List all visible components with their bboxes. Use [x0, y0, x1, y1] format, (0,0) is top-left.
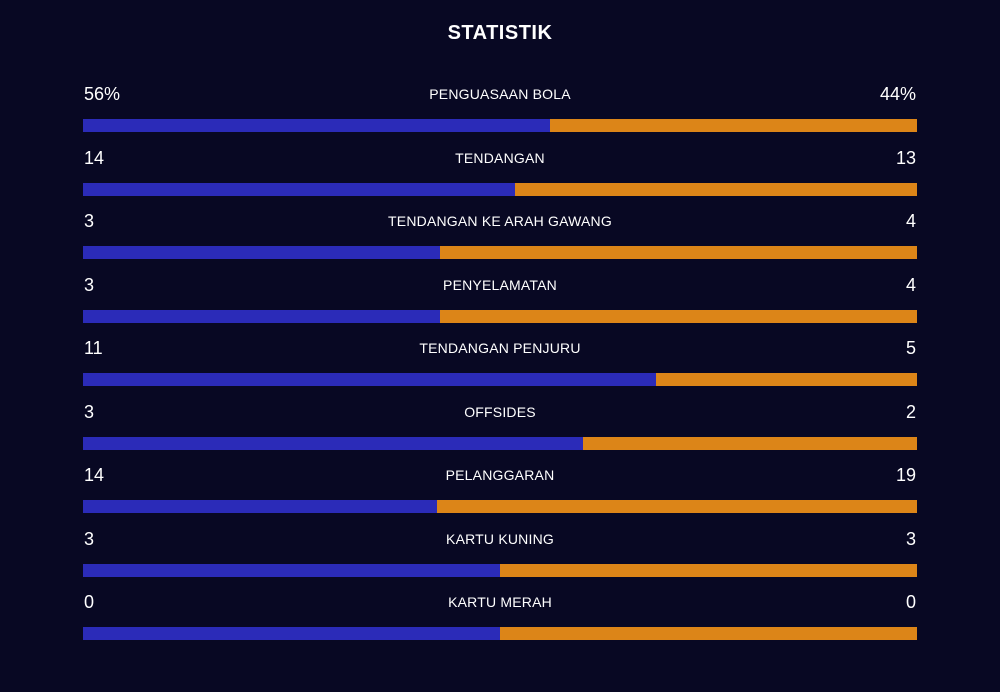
- stat-comparison-bar: [83, 182, 917, 196]
- stat-labels: PENGUASAAN BOLA 56% 44%: [83, 80, 917, 106]
- away-value: 5: [905, 338, 916, 358]
- stat-row: PENGUASAAN BOLA 56% 44%: [83, 80, 917, 144]
- home-value: 56%: [84, 84, 121, 104]
- away-bar-segment: [656, 373, 917, 386]
- stat-label: TENDANGAN KE ARAH GAWANG: [388, 213, 612, 229]
- stat-comparison-bar: [83, 373, 917, 386]
- stat-label: KARTU MERAH: [448, 594, 552, 610]
- away-bar-segment: [500, 563, 917, 577]
- stat-comparison-bar: [83, 246, 917, 259]
- stat-row: OFFSIDES 3 2: [83, 398, 917, 462]
- home-value: 3: [84, 211, 95, 231]
- away-value: 4: [905, 211, 916, 231]
- stat-labels: OFFSIDES 3 2: [83, 398, 917, 424]
- stat-comparison-bar: [83, 627, 917, 640]
- stat-labels: TENDANGAN PENJURU 11 5: [83, 334, 917, 360]
- home-bar-segment: [83, 563, 500, 577]
- away-bar-segment: [550, 119, 917, 132]
- stat-labels: PENYELAMATAN 3 4: [83, 271, 917, 297]
- home-bar-segment: [83, 373, 657, 386]
- stat-labels: PELANGGARAN 14 19: [83, 461, 917, 487]
- stats-title: STATISTIK: [447, 22, 553, 44]
- stat-label: PELANGGARAN: [445, 467, 555, 483]
- stat-labels: KARTU KUNING 3 3: [83, 525, 917, 551]
- away-value: 3: [905, 528, 916, 549]
- away-bar-segment: [436, 500, 917, 513]
- home-bar-segment: [83, 627, 500, 640]
- stat-labels: KARTU MERAH 0 0: [83, 588, 917, 614]
- stat-row: TENDANGAN 14 13: [83, 144, 917, 208]
- stats-list: PENGUASAAN BOLA 56% 44% TENDANGAN 14 13 TENDAN…: [83, 80, 917, 652]
- away-bar-segment: [440, 246, 917, 259]
- stat-label: PENYELAMATAN: [443, 276, 557, 293]
- away-value: 0: [905, 592, 916, 612]
- home-bar-segment: [83, 246, 441, 259]
- stat-comparison-bar: [83, 436, 917, 450]
- stat-label: KARTU KUNING: [446, 530, 554, 547]
- stat-label: PENGUASAAN BOLA: [429, 86, 571, 102]
- home-value: 14: [84, 147, 105, 168]
- home-value: 3: [84, 401, 95, 422]
- away-bar-segment: [500, 627, 917, 640]
- stat-row: TENDANGAN KE ARAH GAWANG 3 4: [83, 207, 917, 271]
- home-value: 3: [84, 274, 95, 295]
- away-bar-segment: [583, 436, 917, 450]
- stat-row: TENDANGAN PENJURU 11 5: [83, 334, 917, 398]
- home-value: 0: [84, 592, 95, 612]
- home-bar-segment: [83, 436, 584, 450]
- stat-row: KARTU KUNING 3 3: [83, 525, 917, 589]
- stat-row: PELANGGARAN 14 19: [83, 461, 917, 525]
- away-bar-segment: [515, 182, 917, 196]
- stat-labels: TENDANGAN 14 13: [83, 144, 917, 170]
- stat-label: TENDANGAN PENJURU: [419, 340, 581, 356]
- away-value: 19: [895, 465, 916, 485]
- away-value: 4: [905, 274, 916, 295]
- stat-comparison-bar: [83, 119, 917, 132]
- away-value: 2: [905, 401, 916, 422]
- stat-label: TENDANGAN: [455, 149, 545, 166]
- home-value: 14: [84, 465, 105, 485]
- away-bar-segment: [440, 309, 917, 323]
- home-bar-segment: [83, 119, 551, 132]
- away-value: 13: [895, 147, 916, 168]
- stat-labels: TENDANGAN KE ARAH GAWANG 3 4: [83, 207, 917, 233]
- stat-comparison-bar: [83, 309, 917, 323]
- stat-label: OFFSIDES: [464, 403, 536, 420]
- stat-comparison-bar: [83, 563, 917, 577]
- home-bar-segment: [83, 309, 441, 323]
- home-value: 3: [84, 528, 95, 549]
- stat-row: PENYELAMATAN 3 4: [83, 271, 917, 335]
- stat-comparison-bar: [83, 500, 917, 513]
- home-bar-segment: [83, 500, 437, 513]
- stat-row: KARTU MERAH 0 0: [83, 588, 917, 652]
- home-bar-segment: [83, 182, 516, 196]
- away-value: 44%: [879, 84, 916, 104]
- home-value: 11: [84, 338, 103, 358]
